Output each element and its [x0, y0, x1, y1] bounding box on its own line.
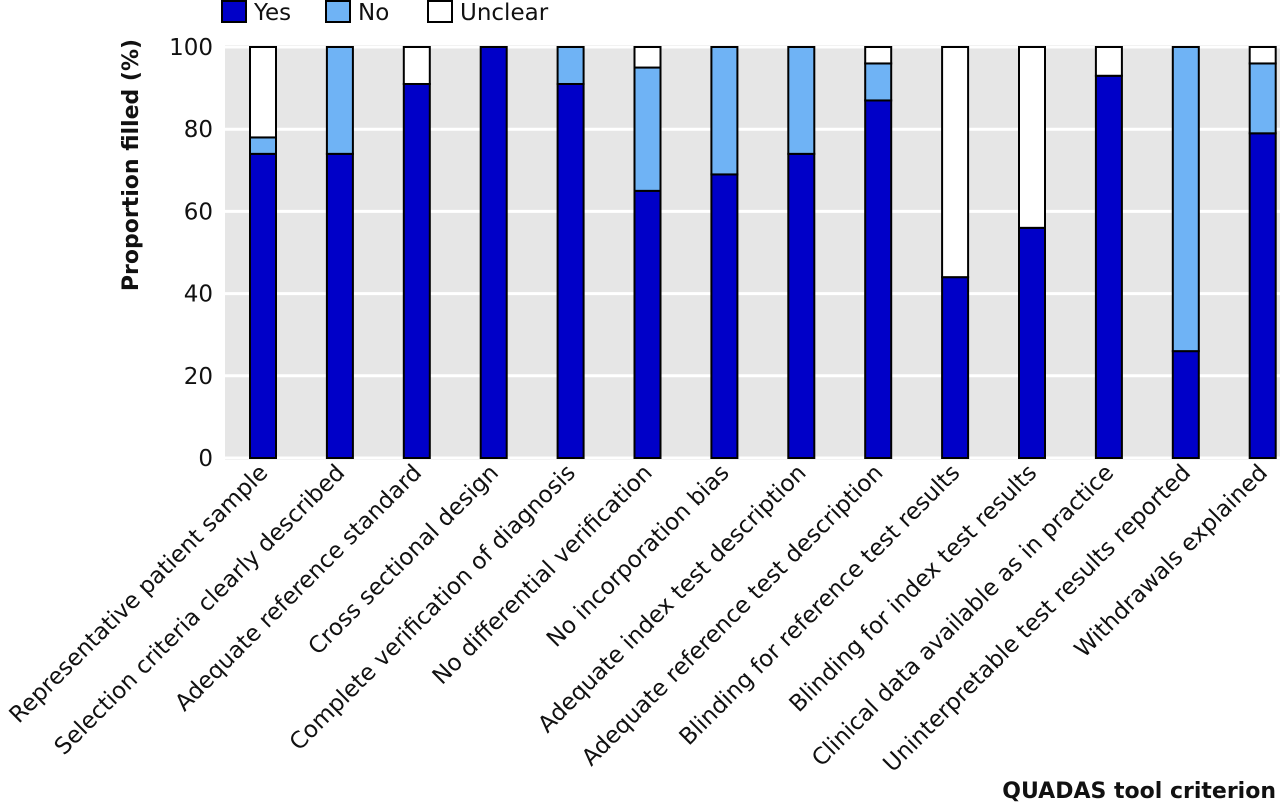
x-category-label: Blinding for reference test results — [675, 460, 966, 751]
y-tick-label: 0 — [198, 446, 213, 472]
bar-segment-yes — [1171, 350, 1200, 460]
legend: Yes No Unclear — [221, 0, 549, 26]
bar-segment-no — [787, 46, 816, 155]
bar-segment-no — [556, 46, 585, 85]
bar-segment-no — [710, 46, 739, 176]
x-category-label: Adequate index test description — [533, 460, 811, 738]
bar-segment-yes — [479, 46, 508, 459]
bar-segment-unclear — [864, 46, 893, 65]
bar-segment-yes — [1094, 74, 1123, 460]
bar-segment-yes — [864, 99, 893, 460]
bar-segment-no — [633, 66, 662, 192]
bar-segment-yes — [787, 152, 816, 460]
bar-segment-yes — [941, 276, 970, 459]
bar-segment-yes — [249, 152, 277, 460]
bar-segment-unclear — [1018, 46, 1046, 229]
bar-segment-yes — [556, 82, 585, 460]
legend-swatch-no — [325, 0, 351, 23]
bar-segment-unclear — [941, 46, 970, 279]
bar-segment-unclear — [249, 46, 277, 139]
x-category-label: Selection criteria clearly described — [50, 460, 350, 760]
legend-label-no: No — [358, 0, 389, 26]
bar-segment-unclear — [402, 46, 431, 85]
y-tick-label: 20 — [184, 364, 213, 390]
bar-segment-yes — [325, 152, 354, 460]
bar-segment-no — [249, 136, 277, 155]
x-axis-title: QUADAS tool criterion — [1002, 779, 1276, 804]
bar-segment-unclear — [1094, 46, 1123, 77]
y-tick-label: 80 — [184, 117, 213, 143]
y-tick-label: 40 — [184, 282, 213, 308]
bar-segment-no — [864, 62, 893, 102]
bar-segment-yes — [710, 173, 739, 459]
y-axis-ticks: 0 20 40 60 80 100 — [169, 35, 213, 472]
y-axis-title: Proportion filled (%) — [119, 39, 144, 291]
bar-segment-unclear — [633, 46, 662, 69]
bar-segment-yes — [1018, 226, 1046, 459]
legend-swatch-unclear — [427, 0, 453, 23]
bar-segment-yes — [633, 189, 662, 459]
bar-segment-no — [1248, 62, 1277, 135]
x-category-label: Complete verification of diagnosis — [285, 460, 581, 756]
y-tick-label: 60 — [184, 199, 213, 225]
bar-segment-no — [325, 46, 354, 155]
y-tick-label: 100 — [169, 35, 213, 61]
bar-segment-yes — [402, 82, 431, 460]
legend-swatch-yes — [221, 0, 247, 23]
legend-label-unclear: Unclear — [460, 0, 549, 26]
bar-segment-no — [1171, 46, 1200, 353]
bar-segment-unclear — [1248, 46, 1277, 65]
bar-segment-yes — [1248, 132, 1277, 459]
bars — [249, 46, 1277, 460]
legend-label-yes: Yes — [253, 0, 291, 26]
